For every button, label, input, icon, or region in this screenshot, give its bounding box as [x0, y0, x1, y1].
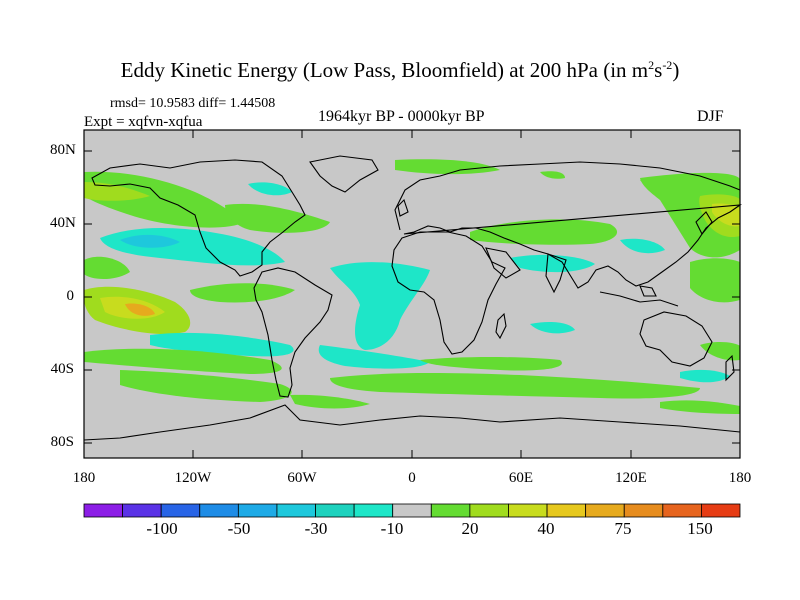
lat-label-0: 0 [66, 288, 75, 304]
plot-title: Eddy Kinetic Energy (Low Pass, Bloomfiel… [120, 58, 680, 82]
colorbar-label: 150 [687, 519, 713, 538]
colorbar-label: -50 [227, 519, 251, 538]
colorbar-label: -100 [146, 519, 178, 538]
colorbar-label: 40 [537, 519, 555, 538]
season-label: DJF [697, 108, 724, 125]
lon-label-60e: 60E [508, 470, 534, 486]
colorbar-swatch [83, 503, 123, 518]
colorbar-label: -30 [304, 519, 328, 538]
colorbar-label: 20 [461, 519, 479, 538]
lon-label-60w: 60W [287, 470, 317, 486]
lon-label-180e: 180 [728, 470, 752, 486]
lat-label-80s: 80S [50, 434, 74, 450]
colorbar-swatch [585, 503, 625, 518]
colorbar-swatch [469, 503, 509, 518]
colorbar-swatch [623, 503, 664, 518]
colorbar-swatch [662, 503, 702, 518]
tick-marks [83, 130, 741, 458]
colorbar-swatch [237, 503, 278, 518]
lat-label-40n: 40N [50, 215, 76, 231]
map-field [83, 129, 742, 459]
colorbar-swatch [276, 503, 316, 518]
colorbar-swatch [701, 503, 741, 518]
coastlines [83, 155, 742, 441]
stats-text: rmsd= 10.9583 diff= 1.44508 [110, 96, 276, 111]
colorbar-swatch [392, 503, 432, 518]
colorbar-swatch [546, 503, 587, 518]
colorbar-swatch [160, 503, 201, 518]
experiment-label: Expt = xqfvn-xqfua [84, 114, 203, 130]
colorbar-swatch [315, 503, 355, 518]
lon-label-180w: 180 [72, 470, 96, 486]
lat-label-80n: 80N [50, 142, 76, 158]
lon-label-0: 0 [408, 470, 416, 486]
colorbar-swatch [353, 503, 394, 518]
colorbar-swatch [430, 503, 471, 518]
lat-label-40s: 40S [50, 361, 74, 377]
period-label: 1964kyr BP - 0000kyr BP [318, 108, 485, 125]
colorbar-swatch [508, 503, 548, 518]
lon-label-120w: 120W [174, 470, 212, 486]
colorbar-swatch [122, 503, 162, 518]
colorbar-swatch [199, 503, 239, 518]
lon-label-120e: 120E [615, 470, 647, 486]
colorbar [83, 503, 741, 518]
colorbar-label: 75 [614, 519, 632, 538]
colorbar-label: -10 [380, 519, 404, 538]
